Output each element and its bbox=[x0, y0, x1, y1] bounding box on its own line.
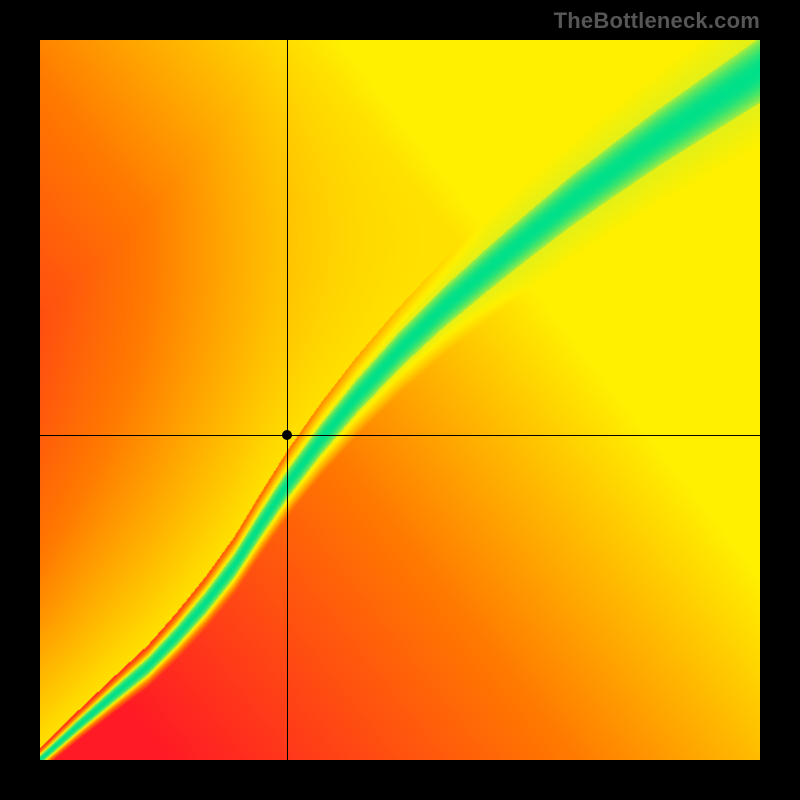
crosshair-horizontal bbox=[40, 435, 760, 436]
heatmap-plot bbox=[40, 40, 760, 760]
watermark-label: TheBottleneck.com bbox=[554, 8, 760, 34]
heatmap-canvas bbox=[40, 40, 760, 760]
chart-container: TheBottleneck.com bbox=[0, 0, 800, 800]
crosshair-vertical bbox=[287, 40, 288, 760]
crosshair-marker-dot bbox=[282, 430, 292, 440]
